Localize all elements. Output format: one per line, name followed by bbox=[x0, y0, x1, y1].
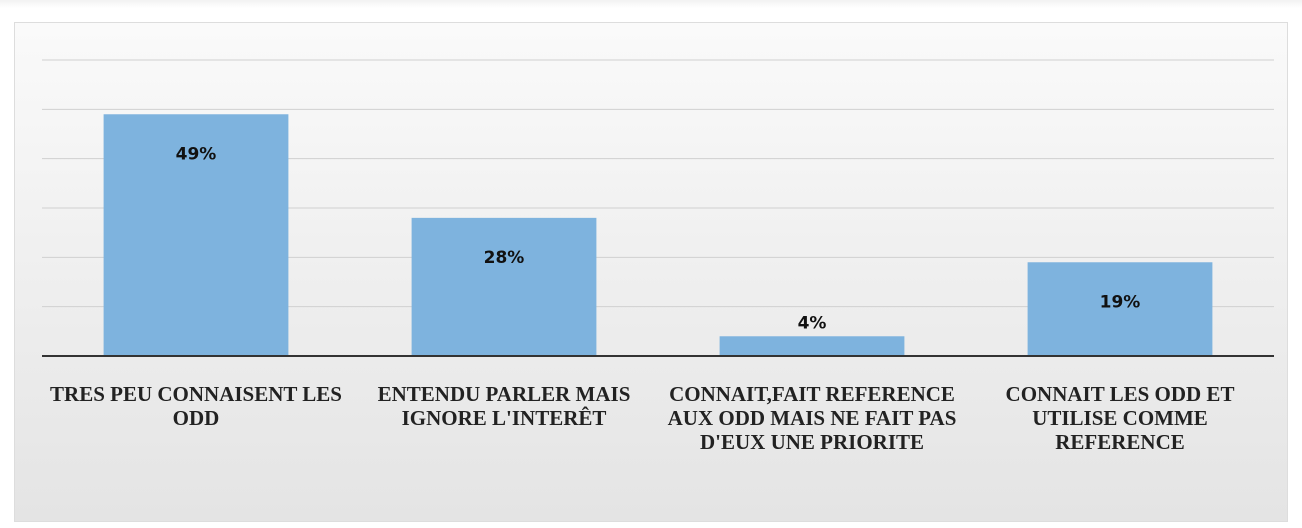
bar bbox=[103, 114, 289, 357]
value-label: 28% bbox=[484, 248, 525, 268]
bar bbox=[411, 217, 597, 356]
top-strip bbox=[0, 0, 1302, 8]
bar bbox=[719, 336, 905, 356]
x-tick-label: ENTENDU PARLER MAIS IGNORE L'INTERÊT bbox=[377, 382, 631, 430]
value-label: 49% bbox=[176, 144, 217, 164]
value-label: 4% bbox=[798, 313, 827, 333]
bar bbox=[1027, 262, 1213, 356]
x-tick-label: CONNAIT LES ODD ET UTILISE COMME REFEREN… bbox=[1005, 382, 1235, 454]
value-label: 19% bbox=[1100, 292, 1141, 312]
x-tick-label: TRES PEU CONNAISENT LES ODD bbox=[50, 382, 342, 430]
x-tick-label: CONNAIT,FAIT REFERENCE AUX ODD MAIS NE F… bbox=[667, 382, 957, 454]
